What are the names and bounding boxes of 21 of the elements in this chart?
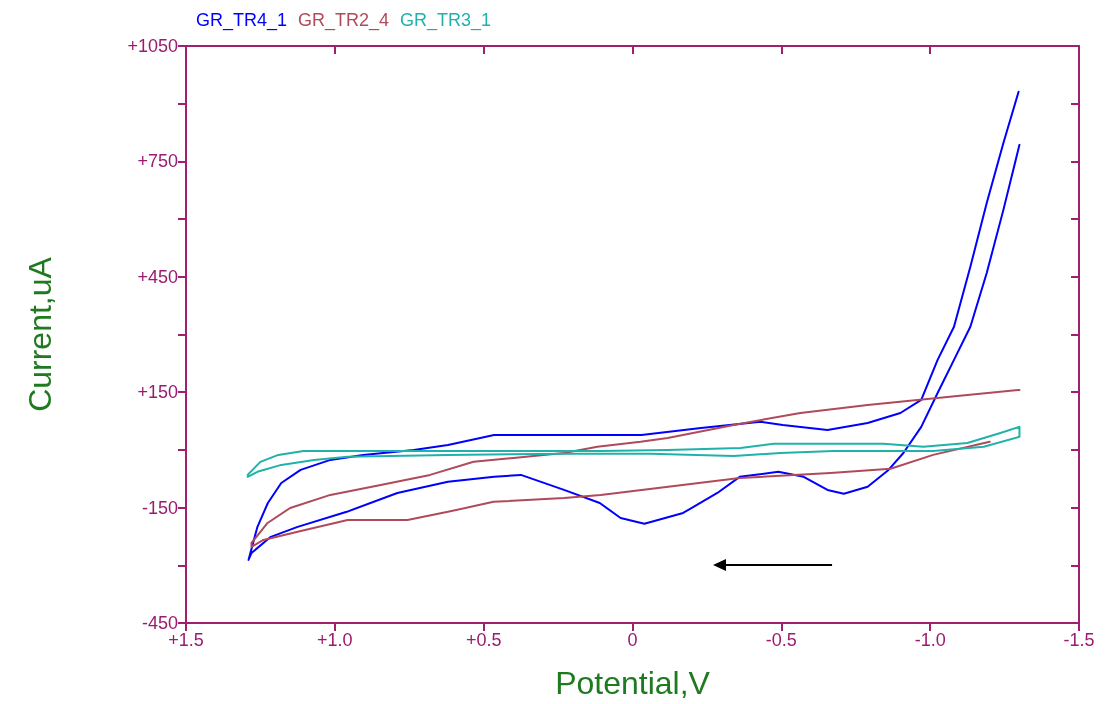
y-tick-label: -150 [141, 497, 178, 518]
x-tick-label: -1.5 [1063, 630, 1095, 650]
text: GR_TR4_1 [196, 10, 288, 31]
x-tick-label: -1.0 [914, 630, 946, 650]
y-tick-label: +150 [137, 382, 178, 403]
text: GR_TR3_1 [400, 10, 492, 31]
line-series [250, 388, 1021, 548]
text: GR_TR2_4 [298, 10, 390, 31]
y-tick-label: +1050 [127, 36, 178, 56]
x-axis-title: Potential,V [555, 665, 711, 701]
x-tick-label: +1.5 [168, 630, 204, 650]
y-tick-label: +750 [137, 151, 178, 172]
x-tick-label: -0.5 [765, 630, 797, 650]
x-tick-label: +1.0 [317, 630, 353, 650]
x-tick-label: +0.5 [465, 630, 502, 650]
line-series [247, 90, 1021, 561]
y-axis-title: Current,uA [22, 256, 58, 412]
x-tick-label: 0 [627, 630, 638, 650]
y-tick-label: +450 [137, 266, 178, 287]
line-series [246, 425, 1021, 478]
y-tick-label: -450 [141, 613, 178, 633]
